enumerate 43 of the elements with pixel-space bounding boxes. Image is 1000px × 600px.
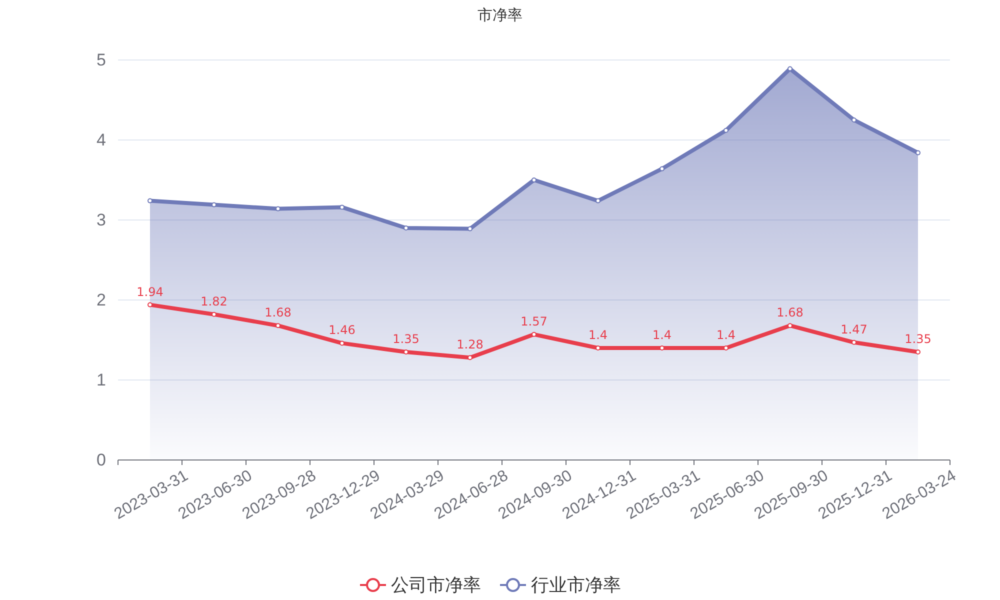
chart-title: 市净率 [478,6,522,24]
point [724,128,728,133]
point [468,226,472,232]
point [660,166,664,172]
point [852,340,856,345]
point [596,198,600,204]
point [148,302,152,308]
data-label: 1.57 [520,314,548,328]
point [340,204,344,210]
data-label: 1.4 [588,328,608,342]
data-label: 1.28 [456,338,484,352]
data-label: 1.68 [264,306,292,320]
data-label: 1.94 [136,284,164,299]
point [404,350,408,354]
point [532,332,536,337]
legend-label: 行业市净率 [531,575,621,596]
point [148,198,152,204]
data-label: 1.4 [652,328,672,342]
y-tick-label: 5 [96,50,106,70]
point [404,226,408,230]
point [276,323,280,328]
point [212,312,216,317]
point [532,178,536,182]
point [916,350,920,354]
point [276,206,280,212]
y-tick-label: 0 [96,450,106,470]
data-label: 1.68 [776,306,804,320]
data-label: 1.46 [328,323,356,338]
point [212,202,216,208]
y-tick-label: 2 [96,290,106,310]
point [852,118,856,122]
y-tick-label: 3 [96,210,106,230]
legend-label: 公司市净率 [391,575,481,596]
point [788,323,792,328]
data-label: 1.35 [392,332,420,346]
point [340,340,344,346]
point [916,150,920,156]
data-label: 1.82 [200,294,228,308]
y-tick-label: 1 [96,370,106,390]
y-tick-label: 4 [96,130,106,150]
data-label: 1.47 [840,322,868,336]
data-label: 1.4 [716,328,736,342]
data-label: 1.35 [904,332,932,346]
